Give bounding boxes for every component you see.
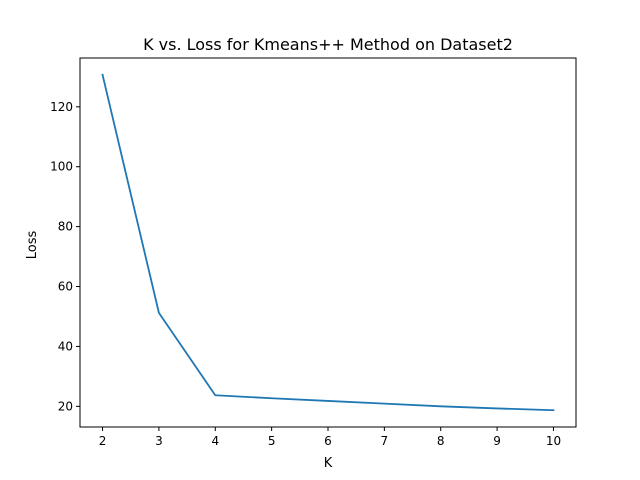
x-tick-label-8: 10 bbox=[546, 434, 561, 448]
y-tick-label-4: 100 bbox=[50, 160, 73, 174]
series-line-0 bbox=[101, 73, 555, 412]
x-tick-label-7: 9 bbox=[493, 434, 501, 448]
x-tick-label-2: 4 bbox=[211, 434, 219, 448]
x-tick-label-0: 2 bbox=[99, 434, 107, 448]
y-tick-label-5: 120 bbox=[50, 100, 73, 114]
y-tick-label-1: 40 bbox=[58, 339, 73, 353]
axes-frame bbox=[79, 57, 577, 428]
x-tick-label-1: 3 bbox=[155, 434, 163, 448]
y-tick-label-0: 20 bbox=[58, 399, 73, 413]
y-tick-label-2: 60 bbox=[58, 280, 73, 294]
x-axis-label: K bbox=[324, 456, 333, 471]
y-tick-label-3: 80 bbox=[58, 220, 73, 234]
chart-title: K vs. Loss for Kmeans++ Method on Datase… bbox=[143, 35, 513, 54]
plot-area: 2 3 4 5 6 7 8 9 10 20 40 60 80 100 120 bbox=[50, 57, 577, 448]
x-tick-label-3: 5 bbox=[268, 434, 276, 448]
y-axis-label: Loss bbox=[25, 231, 40, 260]
x-tick-label-6: 8 bbox=[437, 434, 445, 448]
x-tick-label-5: 7 bbox=[381, 434, 389, 448]
x-tick-label-4: 6 bbox=[324, 434, 332, 448]
